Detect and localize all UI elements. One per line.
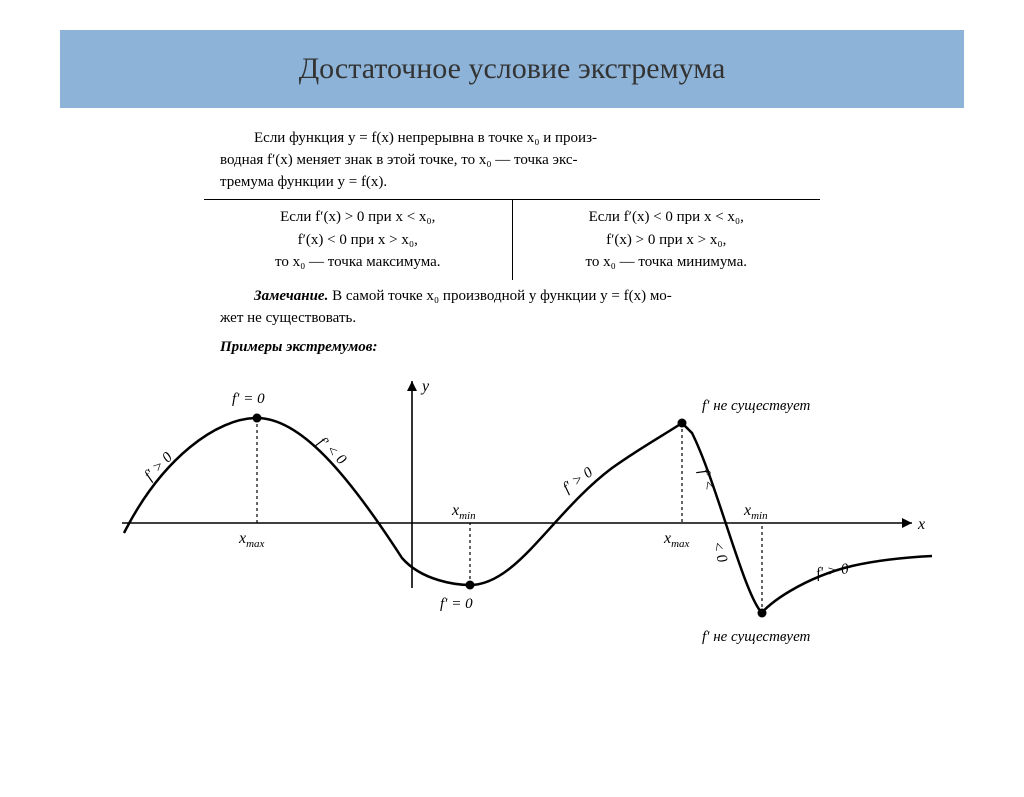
intro-line3: тремума функции y = f(x). — [220, 174, 387, 190]
note-label: Замечание. — [254, 288, 328, 304]
svg-text:y: y — [420, 378, 430, 395]
extremum-chart: xyxmaxxminxmaxxminf′ > 0f′ = 0f′ < 0f′ =… — [62, 363, 962, 648]
svg-text:x: x — [917, 516, 925, 533]
svg-text:f′ не существует: f′ не существует — [702, 629, 811, 645]
svg-text:f′ > 0: f′ > 0 — [815, 561, 850, 582]
slide-title: Достаточное условие экстремума — [80, 52, 944, 86]
svg-text:f′ = 0: f′ = 0 — [440, 596, 473, 612]
min-line3: то x₀ — точка минимума. — [529, 251, 805, 274]
svg-text:f′ > 0: f′ > 0 — [560, 464, 596, 496]
svg-text:xmin: xmin — [743, 502, 768, 522]
svg-text:< 0: < 0 — [708, 539, 730, 565]
svg-text:xmin: xmin — [451, 502, 476, 522]
chart-container: xyxmaxxminxmaxxminf′ > 0f′ = 0f′ < 0f′ =… — [60, 363, 964, 648]
examples-title: Примеры экстремумов: — [220, 337, 844, 359]
min-condition-cell: Если f′(x) < 0 при x < x₀, f′(x) > 0 при… — [513, 200, 821, 280]
min-line1: Если f′(x) < 0 при x < x₀, — [529, 206, 805, 229]
svg-text:xmax: xmax — [663, 530, 690, 550]
note-line2: жет не существовать. — [220, 310, 356, 326]
table-row: Если f′(x) > 0 при x < x₀, f′(x) < 0 при… — [204, 200, 820, 280]
max-line2: f′(x) < 0 при x > x₀, — [220, 229, 496, 252]
max-line1: Если f′(x) > 0 при x < x₀, — [220, 206, 496, 229]
max-line3: то x₀ — точка максимума. — [220, 251, 496, 274]
intro-paragraph: Если функция y = f(x) непрерывна в точке… — [180, 128, 844, 193]
svg-text:xmax: xmax — [238, 530, 265, 550]
slide-header: Достаточное условие экстремума — [60, 30, 964, 108]
min-line2: f′(x) > 0 при x > x₀, — [529, 229, 805, 252]
svg-text:f′ = 0: f′ = 0 — [232, 391, 265, 407]
svg-text:f′ не существует: f′ не существует — [702, 398, 811, 414]
max-condition-cell: Если f′(x) > 0 при x < x₀, f′(x) < 0 при… — [204, 200, 513, 280]
intro-line2: водная f′(x) меняет знак в этой точке, т… — [220, 152, 578, 168]
content-area: Если функция y = f(x) непрерывна в точке… — [0, 128, 1024, 359]
conditions-table: Если f′(x) > 0 при x < x₀, f′(x) < 0 при… — [204, 199, 820, 280]
note-line1: В самой точке x₀ производной у функции y… — [328, 288, 671, 304]
note-paragraph: Замечание. В самой точке x₀ производной … — [220, 286, 834, 330]
intro-line1: Если функция y = f(x) непрерывна в точке… — [254, 130, 597, 146]
